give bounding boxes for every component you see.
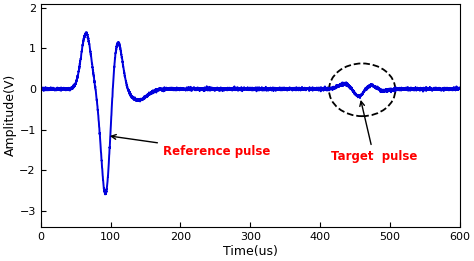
Y-axis label: Amplitude(V): Amplitude(V): [3, 74, 17, 157]
Text: Target  pulse: Target pulse: [331, 101, 417, 163]
Text: Reference pulse: Reference pulse: [111, 135, 270, 158]
X-axis label: Time(us): Time(us): [223, 245, 278, 258]
